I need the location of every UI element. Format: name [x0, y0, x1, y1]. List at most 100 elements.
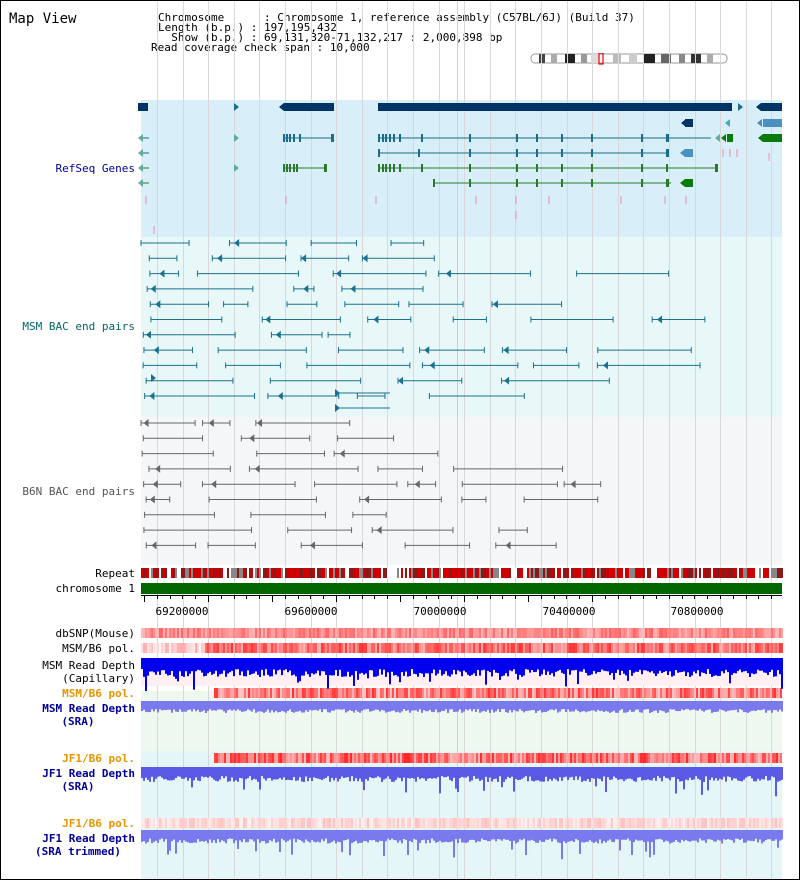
msm-pol2-heat	[570, 688, 572, 698]
jf1-trim-depth	[505, 830, 507, 840]
repeat-mark	[195, 568, 197, 578]
jf1-pol2-heat	[697, 818, 699, 828]
jf1-pol2-heat	[223, 818, 225, 828]
repeat-mark	[165, 568, 167, 578]
repeat-mark	[595, 568, 597, 578]
jf1-trim-depth	[199, 830, 201, 842]
jf1-pol2-heat	[441, 818, 443, 828]
msm-sra-depth	[709, 701, 711, 710]
msm-sra-depth	[769, 701, 771, 711]
msm-sra-depth	[747, 701, 749, 713]
msm-pol-heat	[509, 643, 511, 653]
msm-pol-heat	[731, 643, 733, 653]
dbsnp-heat	[389, 628, 391, 638]
dbsnp-heat	[667, 628, 669, 638]
dbsnp-heat	[591, 628, 593, 638]
jf1-sra-depth	[485, 767, 487, 777]
msm-cap-depth	[213, 658, 215, 674]
jf1-pol2-heat	[781, 818, 783, 828]
jf1-pol2-heat	[373, 818, 375, 828]
msm-bac-pair-arrow	[275, 330, 281, 339]
gene-arrow	[757, 119, 762, 127]
repeat-mark	[381, 568, 383, 578]
jf1-trim-depth	[681, 830, 683, 840]
jf1-pol2-heat	[405, 818, 407, 828]
jf1-pol2-heat	[533, 818, 535, 828]
jf1-trim-depth	[447, 830, 449, 843]
msm-cap-depth	[433, 658, 435, 670]
dbsnp-heat	[547, 628, 549, 638]
jf1-trim-depth	[237, 830, 239, 849]
msm-cap-depth	[565, 658, 567, 687]
repeat-mark	[485, 568, 487, 578]
jf1-pol2-heat	[255, 818, 257, 828]
jf1-pol-heat	[478, 753, 480, 763]
jf1-pol2-heat	[583, 818, 585, 828]
jf1-trim-depth	[453, 830, 455, 858]
jf1-pol2-heat	[191, 818, 193, 828]
msm-sra-depth	[271, 701, 273, 711]
msm-sra-depth	[401, 701, 403, 712]
msm-pol-heat	[625, 643, 627, 653]
repeat-mark	[179, 568, 181, 578]
jf1-pol-heat	[520, 753, 522, 763]
dbsnp-heat	[511, 628, 513, 638]
dbsnp-heat	[489, 628, 491, 638]
msm-sra-depth	[413, 701, 415, 711]
repeat-mark	[255, 568, 257, 578]
jf1-sra-depth	[687, 767, 689, 781]
msm-bac-pair-arrow	[602, 361, 608, 370]
msm-sra-depth	[655, 701, 657, 711]
jf1-sra-depth	[165, 767, 167, 780]
msm-pol-heat	[197, 643, 199, 653]
msm-cap-depth	[477, 658, 479, 670]
jf1-sra-depth	[407, 767, 409, 779]
repeat-mark	[615, 568, 617, 578]
jf1-pol2-heat	[549, 818, 551, 828]
dbsnp-heat	[233, 628, 235, 638]
msm-sra-depth	[347, 701, 349, 712]
jf1-sra-depth	[745, 767, 747, 778]
msm-sra-depth	[369, 701, 371, 712]
msm-sra-depth	[683, 701, 685, 711]
repeat-mark	[675, 568, 677, 578]
jf1-pol2-heat	[203, 818, 205, 828]
msm-pol-heat	[637, 643, 639, 653]
msm-sra-depth	[467, 701, 469, 711]
msm-pol2-heat	[694, 688, 696, 698]
repeat-mark	[617, 568, 619, 578]
jf1-trim-depth	[657, 830, 659, 840]
jf1-sra-depth	[301, 767, 303, 782]
dbsnp-heat	[657, 628, 659, 638]
jf1-pol2-heat	[723, 818, 725, 828]
jf1-pol2-heat	[717, 818, 719, 828]
jf1-trim-depth	[333, 830, 335, 841]
msm-sra-depth	[213, 701, 215, 711]
jf1-sra-depth	[211, 767, 213, 778]
jf1-pol-heat	[486, 753, 488, 763]
jf1-trim-depth	[145, 830, 147, 844]
jf1-pol-heat	[326, 753, 328, 763]
msm-pol-heat	[247, 643, 249, 653]
refseq-gene-exon	[641, 164, 643, 172]
jf1-sra-depth	[709, 767, 711, 780]
msm-cap-depth	[189, 658, 191, 674]
jf1-trim-depth	[433, 830, 435, 841]
repeat-mark	[641, 568, 643, 578]
msm-sra-depth	[631, 701, 633, 713]
msm-pol2-heat	[282, 688, 284, 698]
jf1-sra-depth	[693, 767, 695, 780]
msm-cap-depth	[685, 658, 687, 677]
msm-pol-heat	[675, 643, 677, 653]
msm-cap-depth	[679, 658, 681, 673]
jf1-trim-depth	[539, 830, 541, 841]
msm-cap-depth	[293, 658, 295, 675]
msm-sra-depth	[615, 701, 617, 713]
jf1-sra-depth	[405, 767, 407, 793]
jf1-sra-depth	[293, 767, 295, 778]
jf1-sra-depth	[729, 767, 731, 778]
msm-cap-depth	[589, 658, 591, 676]
msm-pol-heat	[313, 643, 315, 653]
jf1-sra-depth	[357, 767, 359, 782]
